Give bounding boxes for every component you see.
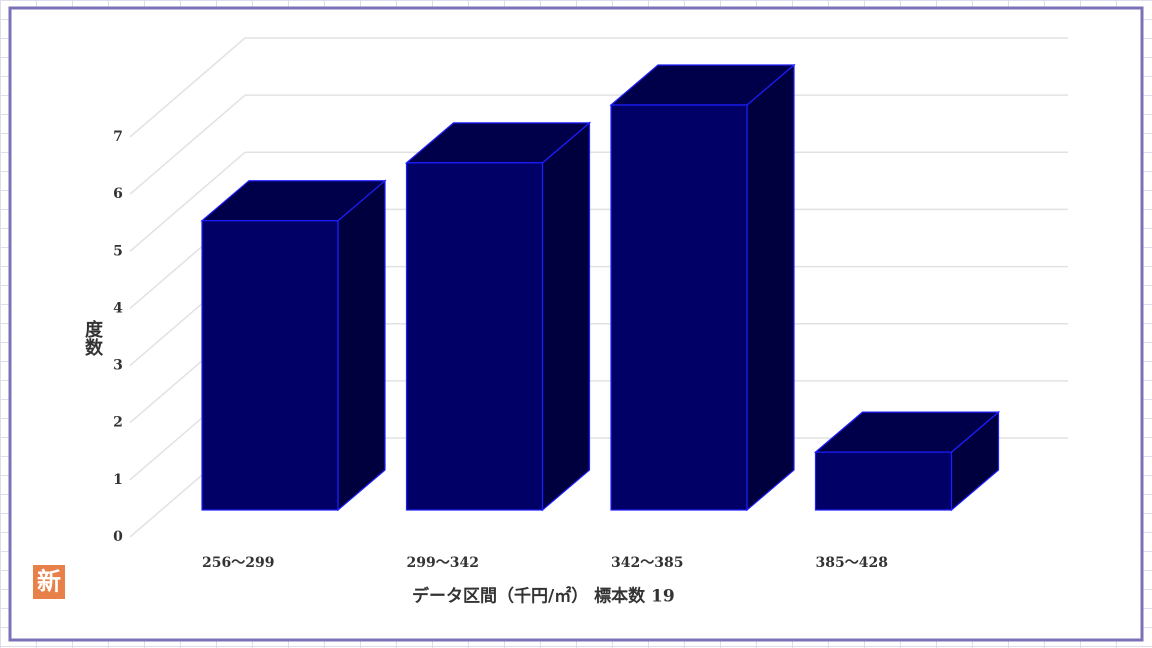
y-tick-label: 7 [113,129,123,145]
bar [201,220,339,511]
x-tick-label: 342〜385 [611,555,683,571]
bar [405,162,544,511]
x-tick-label: 385〜428 [816,555,888,571]
y-tick-label: 2 [113,415,123,431]
bar [814,451,953,511]
bar-side [337,179,386,512]
grid-line [129,151,246,252]
grid-line [129,94,246,195]
bar-side [746,63,795,512]
bar-side [541,121,591,512]
y-tick-label: 0 [113,529,123,545]
x-axis-label: データ区間（千円/㎡） 標本数 19 [412,586,675,607]
bar [610,104,748,511]
y-tick-label: 1 [113,472,123,488]
badge-box [33,565,65,599]
y-tick-label: 5 [113,243,123,259]
y-tick-label: 3 [113,358,123,374]
y-tick-label: 6 [113,186,123,202]
x-tick-label: 299〜342 [407,555,479,571]
badge: 新 [37,567,61,596]
grid-line [129,37,246,138]
x-tick-label: 256〜299 [202,555,274,571]
y-tick-label: 4 [113,300,123,316]
y-axis-label: 度数 [82,319,103,357]
